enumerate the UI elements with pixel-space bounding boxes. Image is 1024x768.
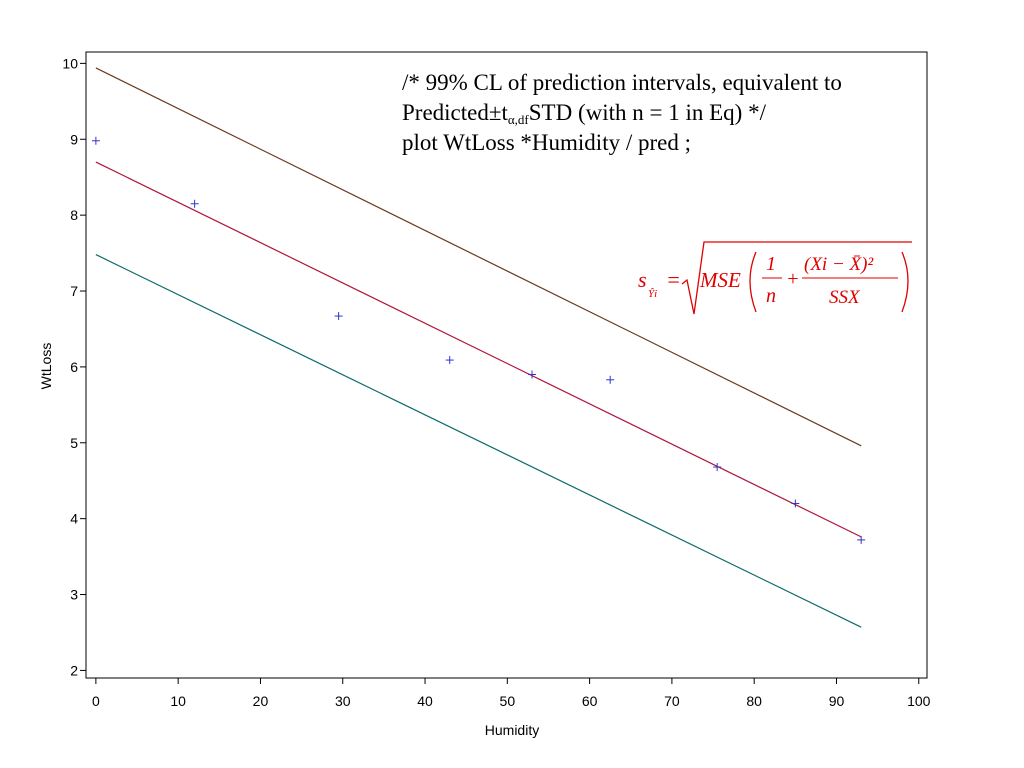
- data-point: [190, 199, 199, 208]
- x-tick-label: 90: [829, 693, 845, 709]
- data-point: [91, 136, 100, 145]
- formula-numerator: (Xi − X̄)²: [804, 254, 873, 275]
- data-point: [445, 356, 454, 365]
- x-tick-label: 0: [92, 693, 100, 709]
- y-tick-label: 5: [70, 435, 78, 451]
- x-tick-label: 40: [417, 693, 433, 709]
- formula-equals: =: [666, 267, 681, 292]
- data-point: [857, 535, 866, 544]
- data-points: [91, 136, 866, 544]
- y-tick-label: 10: [62, 55, 78, 71]
- data-point: [713, 463, 722, 472]
- formula-lhs: s: [638, 267, 647, 292]
- x-tick-label: 60: [582, 693, 598, 709]
- lower-line: [95, 254, 862, 628]
- data-point: [606, 375, 615, 384]
- y-tick-label: 3: [70, 587, 78, 603]
- formula-denominator: SSX: [829, 287, 861, 308]
- variance-formula: s Ŷi = MSE 1 n + (Xi − X̄)² SSX: [638, 241, 912, 315]
- upper-line: [95, 67, 862, 447]
- x-tick-label: 70: [664, 693, 680, 709]
- formula-n: n: [766, 285, 776, 307]
- formula-one: 1: [766, 253, 776, 275]
- y-tick-label: 2: [70, 662, 78, 678]
- x-tick-label: 30: [335, 693, 351, 709]
- data-point: [791, 499, 800, 508]
- y-axis: 2 3 4 5 6 7 8 9 10: [62, 55, 86, 678]
- x-tick-label: 20: [253, 693, 269, 709]
- y-tick-label: 7: [70, 283, 78, 299]
- formula-lhs-sub: Ŷi: [648, 288, 657, 300]
- right-paren: [901, 251, 909, 313]
- annotation-line-1: /* 99% CL of prediction intervals, equiv…: [402, 70, 842, 95]
- annotation-line-2-suffix: STD (with n = 1 in Eq) */: [528, 100, 766, 125]
- formula-plus: +: [786, 268, 800, 290]
- x-tick-label: 100: [907, 693, 931, 709]
- x-tick-label: 80: [746, 693, 762, 709]
- y-tick-label: 8: [70, 207, 78, 223]
- annotation-line-2: Predicted±tα,dfSTD (with n = 1 in Eq) */: [402, 98, 842, 128]
- annotation-line-2-sub: α,df: [507, 112, 529, 127]
- code-annotation: /* 99% CL of prediction intervals, equiv…: [402, 68, 842, 158]
- x-axis: 0 10 20 30 40 50 60 70 80 90 100: [92, 678, 931, 709]
- y-tick-label: 9: [70, 131, 78, 147]
- x-axis-title: Humidity: [485, 722, 539, 738]
- x-tick-label: 50: [500, 693, 516, 709]
- predicted-line: [95, 161, 862, 538]
- plot-frame: [85, 51, 928, 679]
- data-point: [528, 370, 537, 379]
- annotation-line-2-prefix: Predicted±t: [402, 100, 508, 125]
- annotation-line-3: plot WtLoss *Humidity / pred ;: [402, 130, 691, 155]
- sqrt-sign: [681, 241, 912, 315]
- series-lines: [95, 67, 862, 628]
- x-tick-label: 10: [170, 693, 186, 709]
- y-tick-label: 6: [70, 359, 78, 375]
- left-paren: [749, 251, 757, 313]
- formula-mse: MSE: [699, 268, 741, 292]
- y-tick-label: 4: [70, 511, 78, 527]
- data-point: [334, 312, 343, 321]
- y-axis-title: WtLoss: [38, 343, 54, 390]
